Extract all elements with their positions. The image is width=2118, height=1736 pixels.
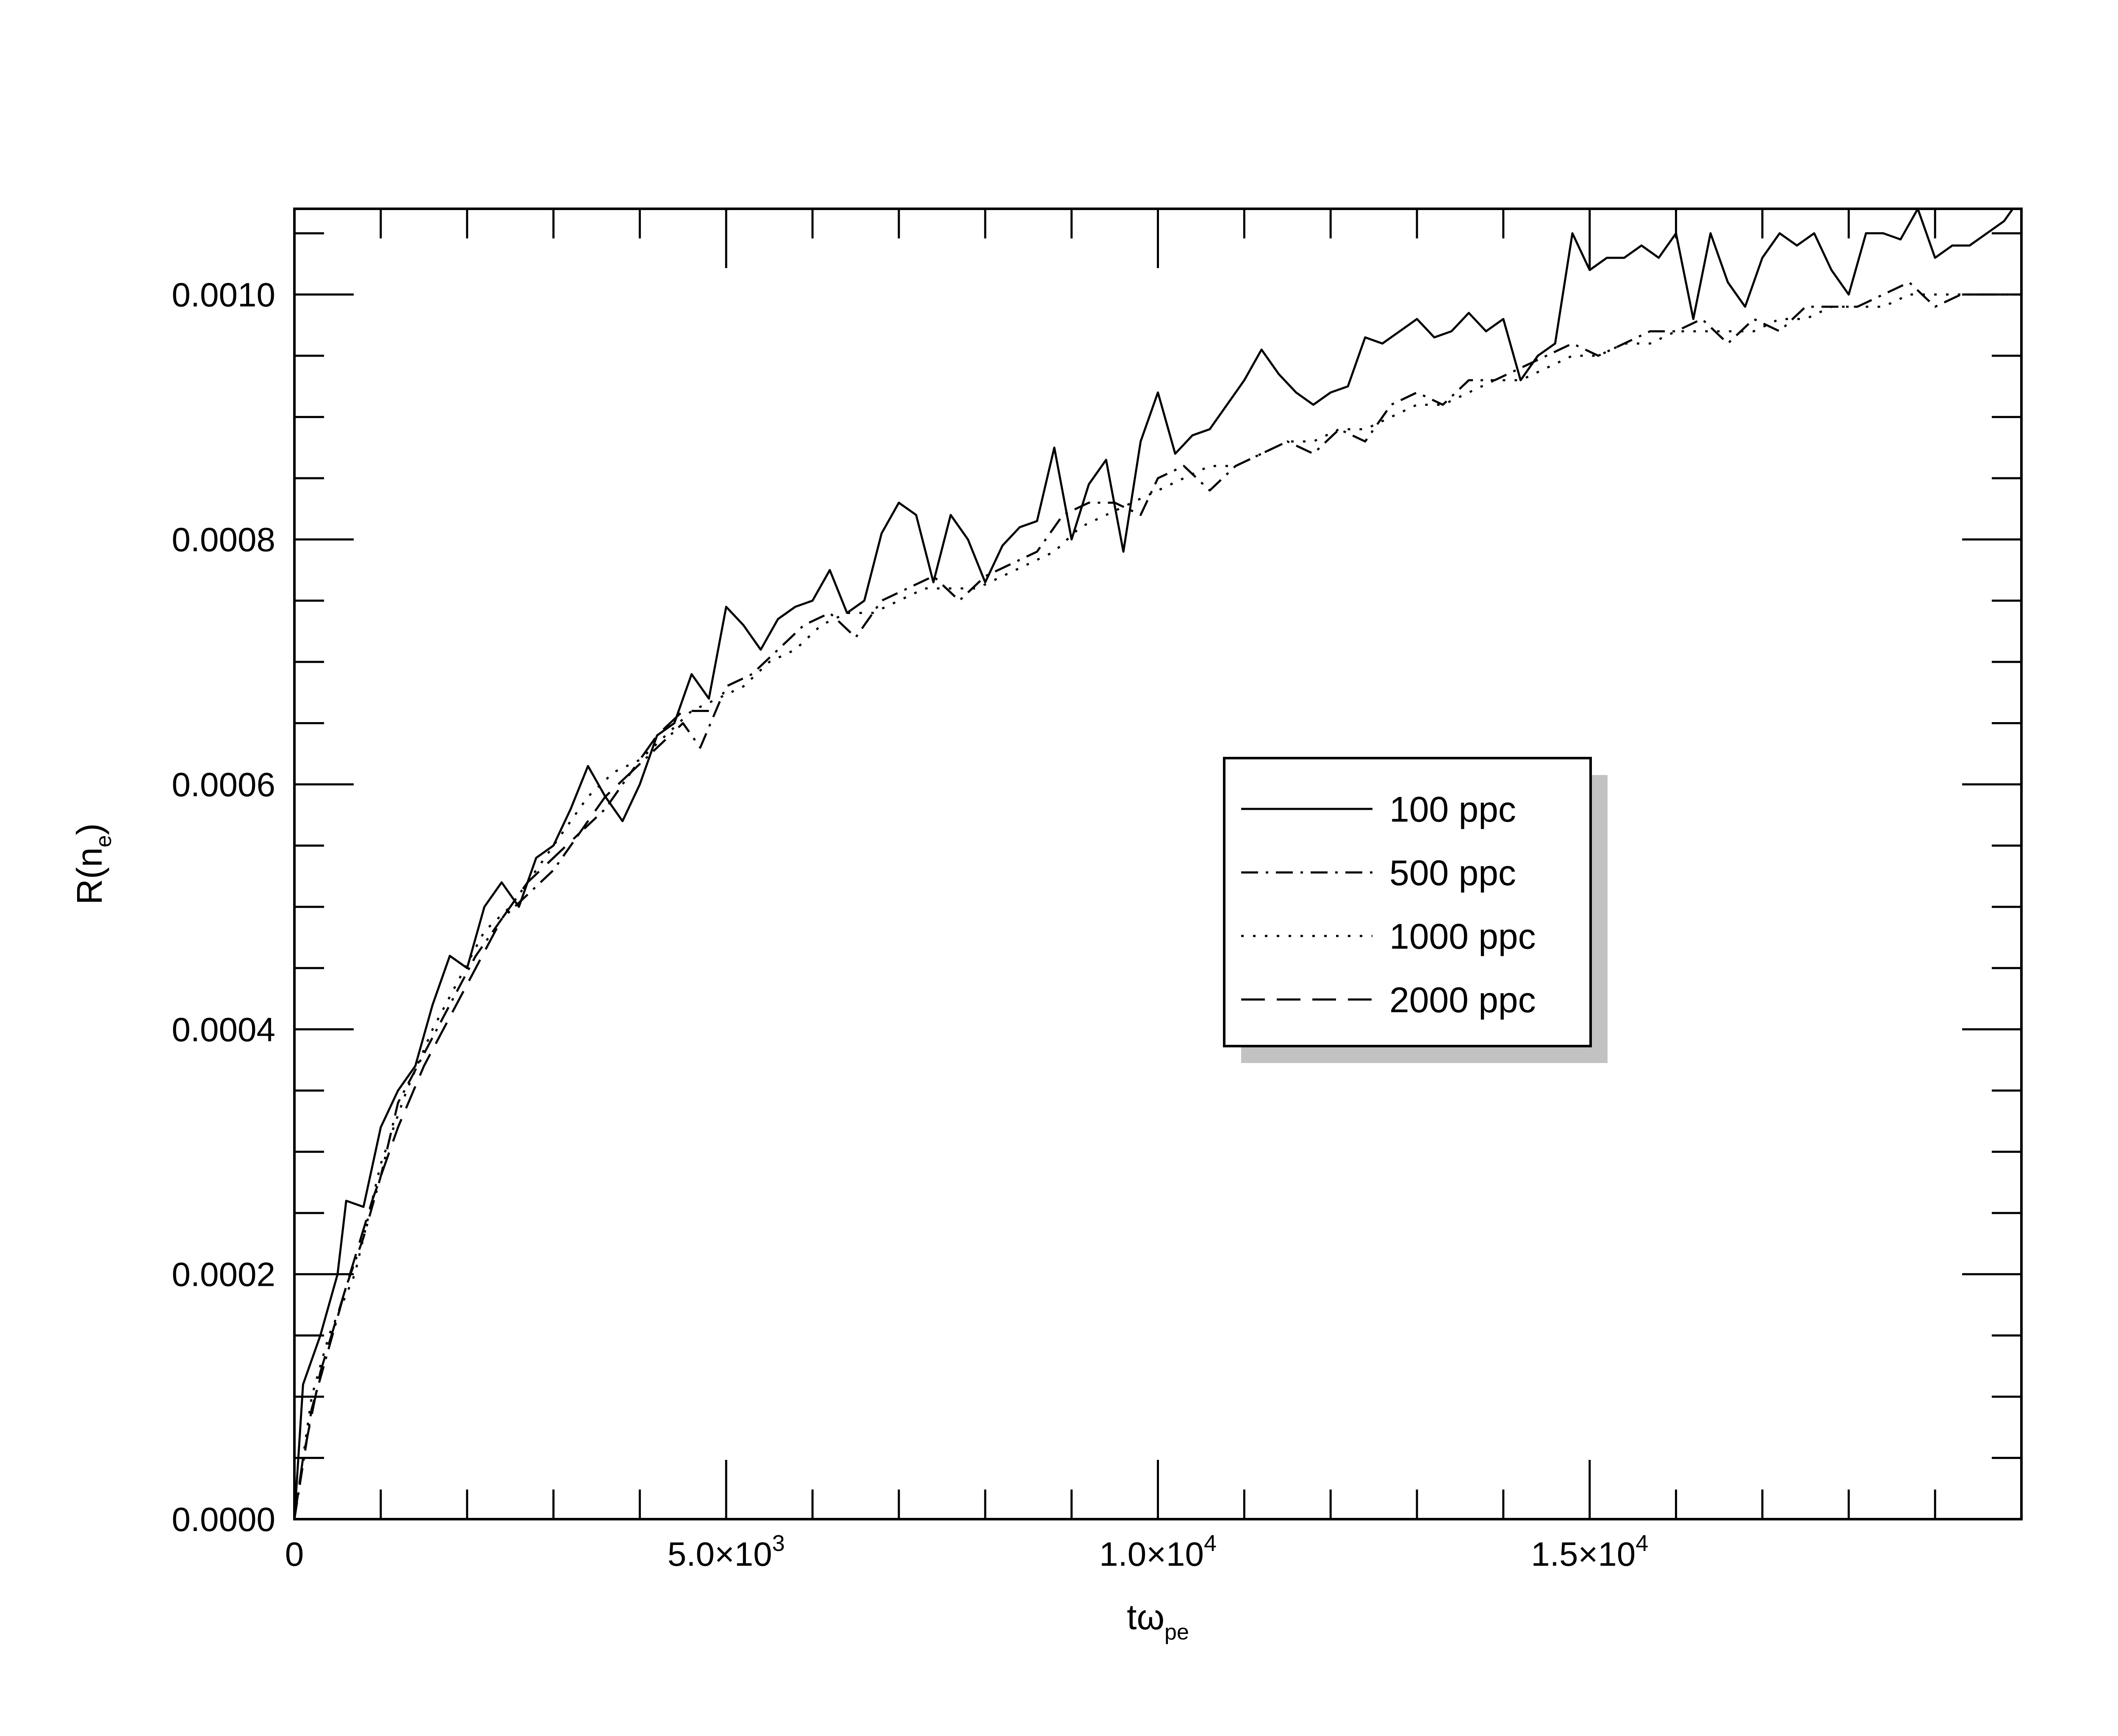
- x-tick-label: 5.0×103: [668, 1531, 785, 1573]
- legend-box: [1223, 757, 1592, 1047]
- x-tick-label: 1.5×104: [1531, 1531, 1648, 1573]
- y-tick-label: 0.0010: [172, 276, 275, 313]
- legend: 100 ppc 500 ppc 1000 ppc 2000 ppc: [1223, 757, 1608, 1063]
- y-tick-label: 0.0004: [172, 1011, 275, 1048]
- plot-frame: [293, 208, 2023, 1520]
- x-tick-label: 1.0×104: [1099, 1531, 1217, 1573]
- axis-ticks: [294, 209, 2021, 1519]
- series-line-2000-ppc: [294, 710, 709, 1519]
- y-tick-label: 0.0006: [172, 766, 275, 803]
- series-lines: [294, 209, 2021, 1519]
- x-axis-title: tωpe: [1127, 1597, 1189, 1645]
- legend-label: 2000 ppc: [1389, 980, 1536, 1020]
- legend-label: 100 ppc: [1389, 789, 1516, 829]
- legend-label: 500 ppc: [1389, 853, 1516, 893]
- tick-labels: 0.0000 0.0002 0.0004 0.0006 0.0008 0.0010 0 5.0…: [172, 276, 1648, 1573]
- y-axis-title: R(ne): [69, 823, 116, 905]
- legend-label: 1000 ppc: [1389, 916, 1536, 956]
- axis-titles: tωpe R(ne): [69, 823, 1189, 1645]
- y-tick-label: 0.0002: [172, 1256, 275, 1293]
- series-line-500-ppc: [294, 281, 2021, 1519]
- x-tick-label: 0: [285, 1535, 304, 1573]
- series-line-100-ppc: [294, 209, 2014, 1519]
- y-tick-label: 0.0008: [172, 521, 275, 559]
- y-tick-label: 0.0000: [172, 1501, 275, 1538]
